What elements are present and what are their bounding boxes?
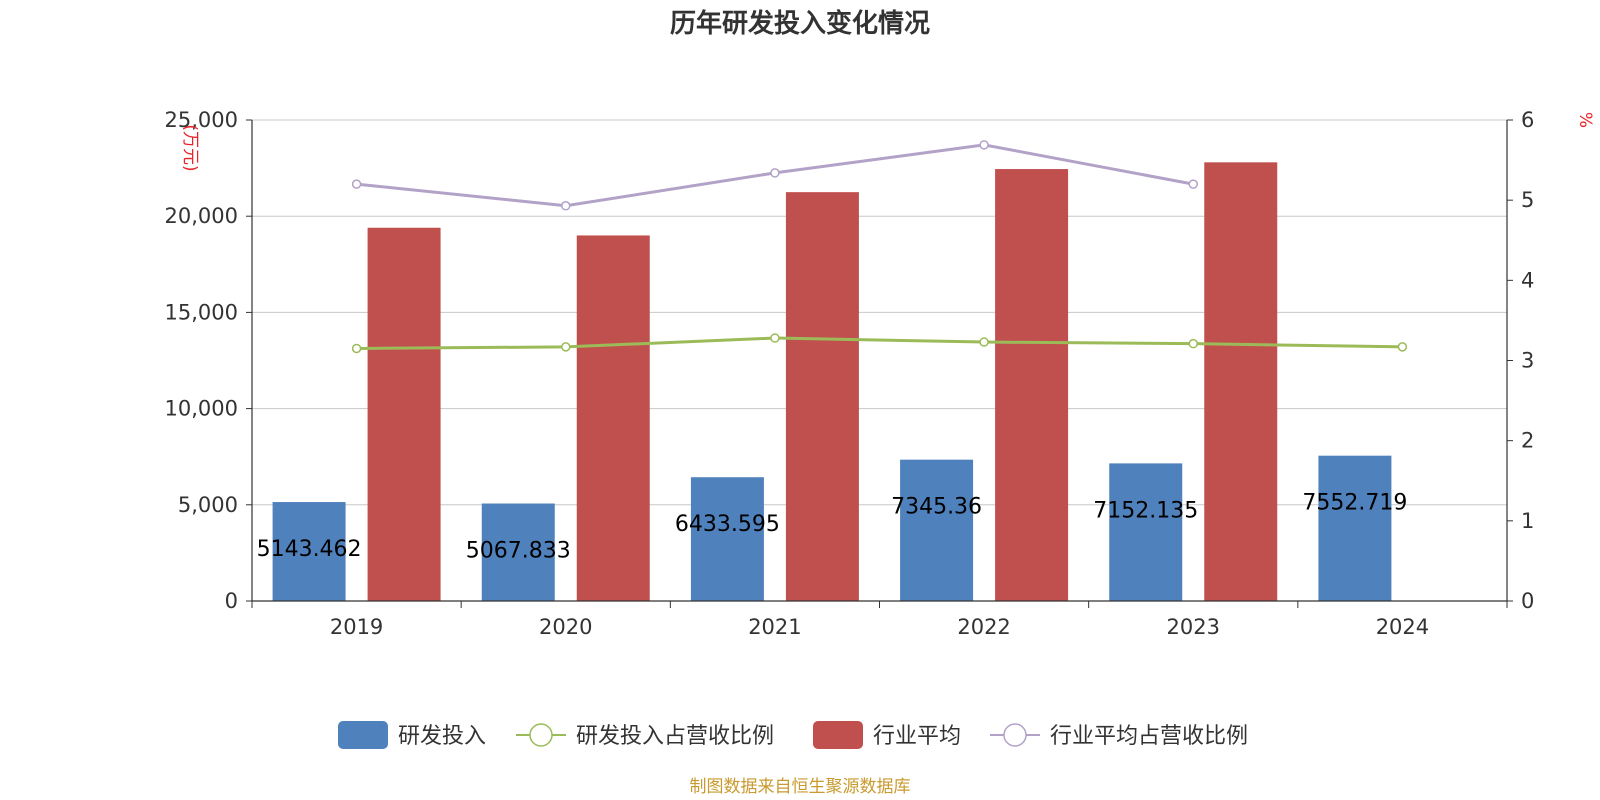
legend-swatch [813,721,863,749]
left-axis-unit: (万元) [180,124,200,171]
bar-data-label: 7552.719 [1302,491,1407,516]
axes: 0 5,000 10,000 15,000 20,000 25,000 0 1 2 3 4 5 6 201… [165,108,1535,639]
line-rd-ratio [356,336,1403,350]
bar-data-label: 7345.36 [891,495,982,520]
legend-label: 行业平均占营收比例 [1050,724,1248,749]
point-rd-ratio [351,343,362,354]
data-labels: 5143.462 5067.833 6433.595 7345.36 7152.135 7… [257,491,1408,564]
right-axis-unit: % [1575,112,1595,128]
legend-swatch [338,721,388,749]
point-industry-ratio [351,179,362,189]
x-axis-tick-label: 2019 [330,615,383,639]
grid-lines [252,119,1507,506]
lines [351,140,1408,354]
point-rd-ratio [1397,342,1408,352]
point-rd-ratio [561,342,571,352]
chart-title: 历年研发投入变化情况 [670,8,930,39]
x-axis-tick-label: 2021 [748,615,801,639]
bar-rd-investment [272,502,346,601]
bar-industry-average [785,192,859,601]
point-rd-ratio [770,333,780,343]
left-axis-tick-label: 20,000 [165,204,238,228]
bar-rd-investment [1109,463,1183,601]
legend-label: 研发投入占营收比例 [576,724,774,749]
legend-swatch-marker [529,723,553,747]
legend-swatch-marker [1003,723,1027,747]
point-rd-ratio [979,337,989,347]
x-axis-tick-label: 2024 [1376,615,1429,639]
bar-rd-investment [900,459,974,601]
source-note: 制图数据来自恒生聚源数据库 [690,777,911,797]
bars [272,162,1392,601]
bar-data-label: 6433.595 [675,512,780,537]
bar-data-label: 5067.833 [466,538,571,563]
point-industry-ratio [1188,179,1198,189]
right-axis-tick-label: 5 [1521,188,1534,212]
right-axis-tick-label: 1 [1521,509,1534,533]
bar-industry-average [995,169,1069,601]
bar-industry-average [576,235,650,601]
bar-data-label: 7152.135 [1093,498,1198,523]
x-axis-tick-label: 2022 [957,615,1010,639]
right-axis-tick-label: 6 [1521,108,1534,132]
legend-label: 行业平均 [873,724,961,749]
point-rd-ratio [1188,338,1198,349]
right-axis-tick-label: 3 [1521,349,1534,373]
right-axis-tick-label: 2 [1521,429,1534,453]
legend-label: 研发投入 [398,724,486,749]
bar-rd-investment [1318,455,1392,601]
point-industry-ratio [979,140,989,150]
left-axis-tick-label: 0 [225,589,238,613]
left-axis-tick-label: 25,000 [165,108,238,132]
bar-industry-average [1204,162,1278,601]
x-axis-tick-label: 2023 [1167,615,1220,639]
bar-industry-average [367,227,441,601]
left-axis-tick-label: 5,000 [178,493,238,517]
point-industry-ratio [770,168,780,178]
right-axis-tick-label: 4 [1521,268,1534,292]
bar-data-label: 5143.462 [257,537,362,562]
point-industry-ratio [561,201,571,211]
legend: 研发投入 研发投入占营收比例 行业平均 行业平均占营收比例 [338,721,1248,749]
right-axis-tick-label: 0 [1521,589,1534,613]
left-axis-tick-label: 10,000 [165,397,238,421]
left-axis-tick-label: 15,000 [165,300,238,324]
x-axis-tick-label: 2020 [539,615,592,639]
bar-rd-investment [690,477,764,601]
bar-rd-investment [481,503,555,601]
